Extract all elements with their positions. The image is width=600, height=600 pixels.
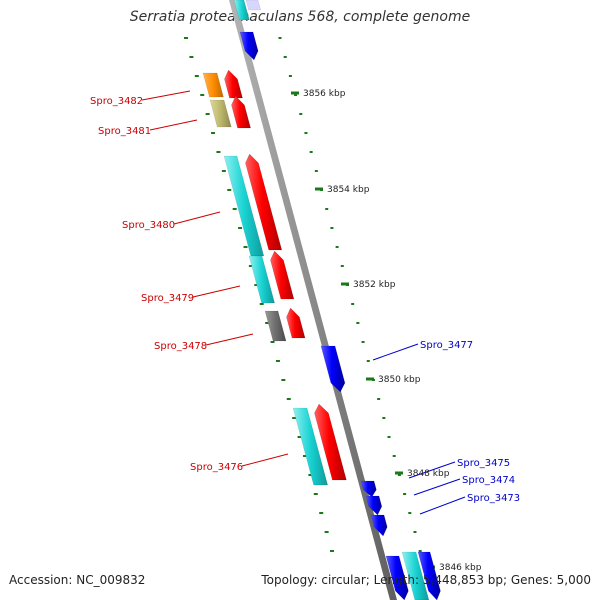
forward-gene-arrow (270, 250, 295, 300)
gene-label: Spro_3481 (98, 126, 151, 137)
forward-gene-arrow (224, 69, 243, 99)
label-leader-line (192, 285, 241, 298)
cog-box (401, 551, 430, 600)
accession-text: Accession: NC_009832 (9, 573, 146, 587)
gene-label: Spro_3474 (462, 475, 515, 486)
ruler-label: 3852 kbp (353, 280, 396, 290)
gene-label: Spro_3479 (141, 293, 194, 304)
cog-box (202, 72, 224, 98)
reverse-gene-arrow (360, 480, 377, 498)
label-leader-line (413, 478, 461, 496)
cog-box (264, 310, 287, 342)
genome-summary-text: Topology: circular; Length: 5,448,853 bp… (261, 573, 591, 587)
reverse-gene-arrow (320, 345, 346, 393)
map-title: Serratia proteamaculans 568, complete ge… (129, 9, 471, 25)
reverse-gene-arrow (239, 31, 259, 61)
ruler-label: 3846 kbp (439, 563, 482, 573)
reverse-gene-arrow (370, 514, 388, 537)
gene-label: Spro_3473 (467, 493, 520, 504)
label-leader-line (205, 333, 254, 346)
gene-label: Spro_3478 (154, 341, 207, 352)
cog-box (292, 407, 328, 486)
gene-label: Spro_3477 (420, 340, 473, 351)
cog-box (223, 155, 265, 257)
forward-gene-arrow (245, 153, 283, 251)
cog-box (233, 0, 250, 21)
gene-label: Spro_3476 (190, 462, 243, 473)
label-leader-line (149, 119, 198, 131)
genome-backbone (229, 0, 397, 600)
cog-box (248, 255, 275, 304)
label-leader-line (372, 343, 419, 361)
gene-label: Spro_3480 (122, 220, 175, 231)
ruler-label: 3848 kbp (407, 469, 450, 479)
label-leader-line (408, 461, 456, 479)
ruler-label: 3850 kbp (378, 375, 421, 385)
cog-box (209, 99, 232, 128)
label-leader-line (173, 211, 221, 225)
label-leader-line (241, 453, 289, 467)
reverse-gene-arrow (365, 495, 383, 516)
forward-gene-arrow (231, 95, 251, 129)
label-leader-line (419, 496, 466, 515)
gene-label: Spro_3475 (457, 458, 510, 469)
ruler-label: 3854 kbp (327, 185, 370, 195)
label-leader-line (141, 90, 191, 101)
ruler-label: 3856 kbp (303, 89, 346, 99)
reverse-gene-arrow (385, 555, 409, 600)
reverse-gene-arrow (417, 551, 441, 600)
forward-gene-arrow (314, 403, 347, 481)
gene-label: Spro_3482 (90, 96, 143, 107)
forward-gene-arrow (286, 307, 306, 339)
cog-box (245, 0, 262, 11)
